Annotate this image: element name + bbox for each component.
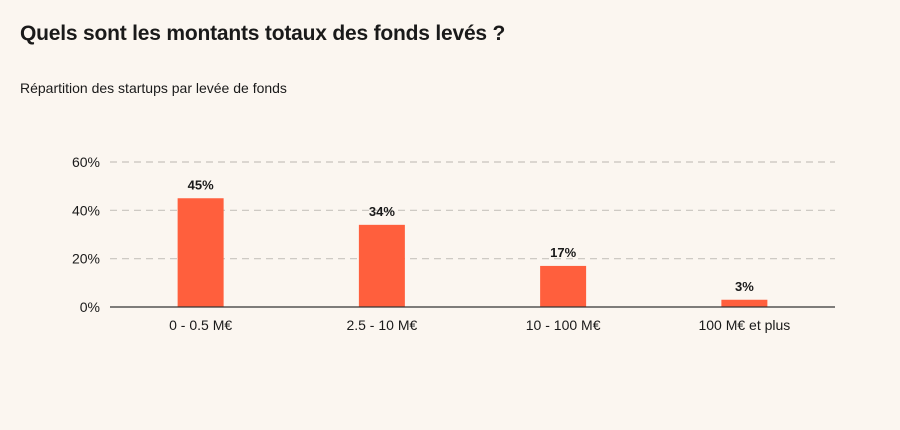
x-tick-label: 100 M€ et plus	[698, 317, 790, 333]
chart-title: Quels sont les montants totaux des fonds…	[20, 22, 506, 45]
y-tick-label: 40%	[72, 202, 100, 218]
y-tick-label: 60%	[72, 154, 100, 170]
x-tick-label: 0 - 0.5 M€	[169, 317, 232, 333]
bar	[358, 224, 405, 307]
gridlines	[110, 161, 835, 260]
x-tick-label: 10 - 100 M€	[526, 317, 601, 333]
y-axis-ticks: 0% 20% 40% 60%	[72, 154, 100, 315]
y-tick-label: 20%	[72, 251, 100, 267]
bar	[540, 265, 587, 307]
x-tick-label: 2.5 - 10 M€	[346, 317, 417, 333]
data-label: 45%	[188, 177, 214, 192]
bar	[721, 299, 768, 307]
chart-subtitle: Répartition des startups par levée de fo…	[20, 80, 287, 96]
data-label: 34%	[369, 204, 395, 219]
x-axis-ticks: 0 - 0.5 M€ 2.5 - 10 M€ 10 - 100 M€ 100 M€ e…	[169, 317, 790, 333]
data-labels: 45% 34% 17% 3%	[188, 177, 755, 294]
data-label: 3%	[735, 279, 754, 294]
data-label: 17%	[550, 245, 576, 260]
y-tick-label: 0%	[80, 299, 100, 315]
bar	[177, 198, 224, 307]
bars	[177, 198, 768, 307]
